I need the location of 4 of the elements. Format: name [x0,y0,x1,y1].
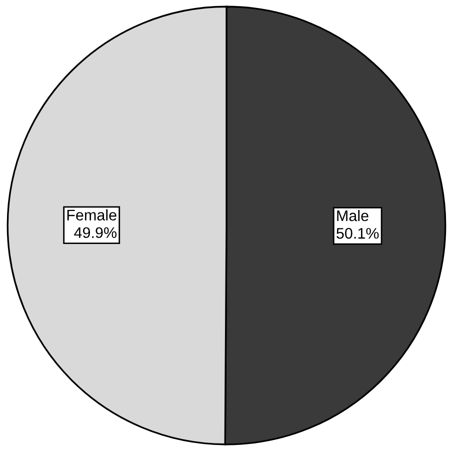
slice-label: Male [337,210,368,222]
data-label: 49.9% [74,227,117,238]
data-label: 50.1% [336,228,379,239]
slice-label: Female [67,209,116,220]
